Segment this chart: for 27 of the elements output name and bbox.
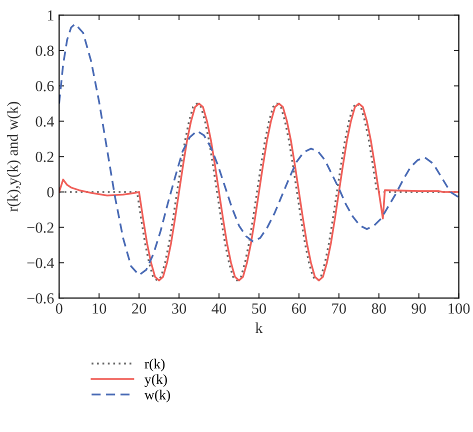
y-tick-label: −0.6: [27, 293, 54, 304]
y-tick-label: 1: [48, 10, 54, 20]
legend-label: w(k): [144, 390, 170, 402]
y-tick-label: −0.2: [27, 222, 54, 233]
x-tick-label: 90: [412, 303, 426, 314]
x-tick-label: 10: [92, 303, 106, 314]
x-tick-label: 50: [252, 303, 266, 314]
legend-label: r(k): [144, 358, 165, 372]
y-tick-label: 0.4: [36, 116, 54, 127]
y-tick-label: 0.2: [36, 152, 54, 162]
x-tick-label: 40: [212, 303, 226, 314]
y-tick-label: 0.8: [36, 46, 54, 56]
x-tick-label: 0: [56, 303, 62, 314]
x-tick-label: 20: [132, 303, 146, 314]
x-axis-title: k: [255, 322, 263, 333]
x-tick-label: 100: [448, 303, 470, 314]
line-series: [59, 102, 459, 282]
y-tick-label: 0.6: [36, 81, 54, 92]
x-tick-label: 80: [372, 303, 386, 314]
y-tick-label: −0.4: [27, 258, 54, 268]
legend-label: y(k): [144, 374, 167, 387]
x-tick-label: 30: [172, 303, 186, 314]
x-tick-label: 60: [292, 303, 306, 314]
y-axis-title: r(k),y(k) and w(k): [7, 102, 21, 212]
line-series: [59, 23, 459, 276]
x-tick-label: 70: [332, 303, 346, 314]
y-tick-label: 0: [47, 187, 54, 198]
